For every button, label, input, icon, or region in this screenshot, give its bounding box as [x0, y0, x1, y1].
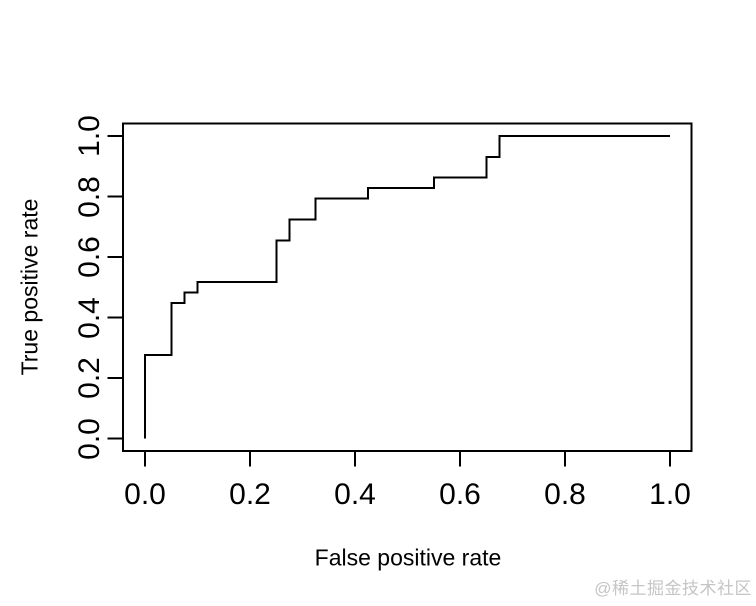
x-tick-label: 1.0	[649, 478, 691, 511]
y-tick-label: 0.6	[73, 236, 106, 278]
x-axis-title: False positive rate	[314, 544, 502, 571]
watermark: @稀土掘金技术社区	[594, 579, 752, 598]
x-tick-label: 0.8	[544, 478, 586, 511]
x-tick-label: 0.2	[229, 478, 271, 511]
y-tick-label: 0.4	[73, 296, 106, 339]
x-tick-label: 0.0	[124, 478, 166, 511]
y-tick-label: 0.0	[73, 417, 106, 460]
y-tick-label: 0.2	[73, 357, 106, 399]
x-tick-label: 0.4	[334, 478, 376, 511]
plot-border	[122, 122, 693, 452]
roc-step-curve	[144, 135, 670, 439]
y-tick-label: 0.8	[73, 175, 106, 218]
x-tick-label: 0.6	[439, 478, 481, 511]
y-axis-title: True positive rate	[16, 198, 43, 376]
y-tick-label: 1.0	[73, 115, 106, 157]
